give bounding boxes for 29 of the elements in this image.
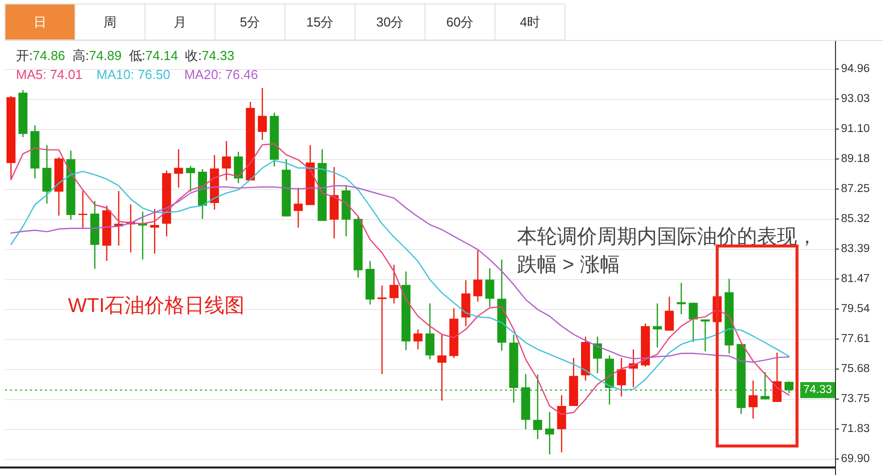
y-tick-label: 94.96 <box>841 63 870 76</box>
tab: 15分 <box>284 4 356 40</box>
ref-line-label: 74.33 <box>803 384 832 396</box>
subtitle: 开:74.86 高:74.89 低:74.14 收:74.33 <box>16 48 234 63</box>
y-tick-label: 77.61 <box>841 333 870 346</box>
y-tick-label: 85.32 <box>841 213 870 226</box>
legend-item: MA10: 76.50 <box>96 67 170 82</box>
y-tick-label: 91.10 <box>841 123 870 136</box>
legend-item: MA5: 74.01 <box>16 67 82 82</box>
y-tick-label: 73.75 <box>841 393 870 406</box>
y-tick-label: 81.47 <box>841 272 870 285</box>
tab: 60分 <box>424 4 496 40</box>
y-tick-label: 89.18 <box>841 152 870 165</box>
tab: 日 <box>4 4 76 40</box>
y-tick-label: 71.83 <box>841 423 870 436</box>
tab: 月 <box>144 4 216 40</box>
y-tick-label: 79.54 <box>841 303 870 316</box>
ref-label: 74.33 <box>800 382 835 398</box>
annotation: WTI石油价格日线图 <box>68 295 245 317</box>
y-tick-label: 93.03 <box>841 93 870 106</box>
tab: 周 <box>74 4 146 40</box>
y-tick-label: 75.68 <box>841 363 870 376</box>
tab: 30分 <box>354 4 426 40</box>
tab: 5分 <box>214 4 286 40</box>
tab: 4时 <box>494 4 566 40</box>
y-tick-label: 87.25 <box>841 183 870 196</box>
y-tick-label: 83.39 <box>841 243 870 256</box>
legend-item: MA20: 76.46 <box>184 67 258 82</box>
y-tick-label: 69.90 <box>841 453 870 466</box>
